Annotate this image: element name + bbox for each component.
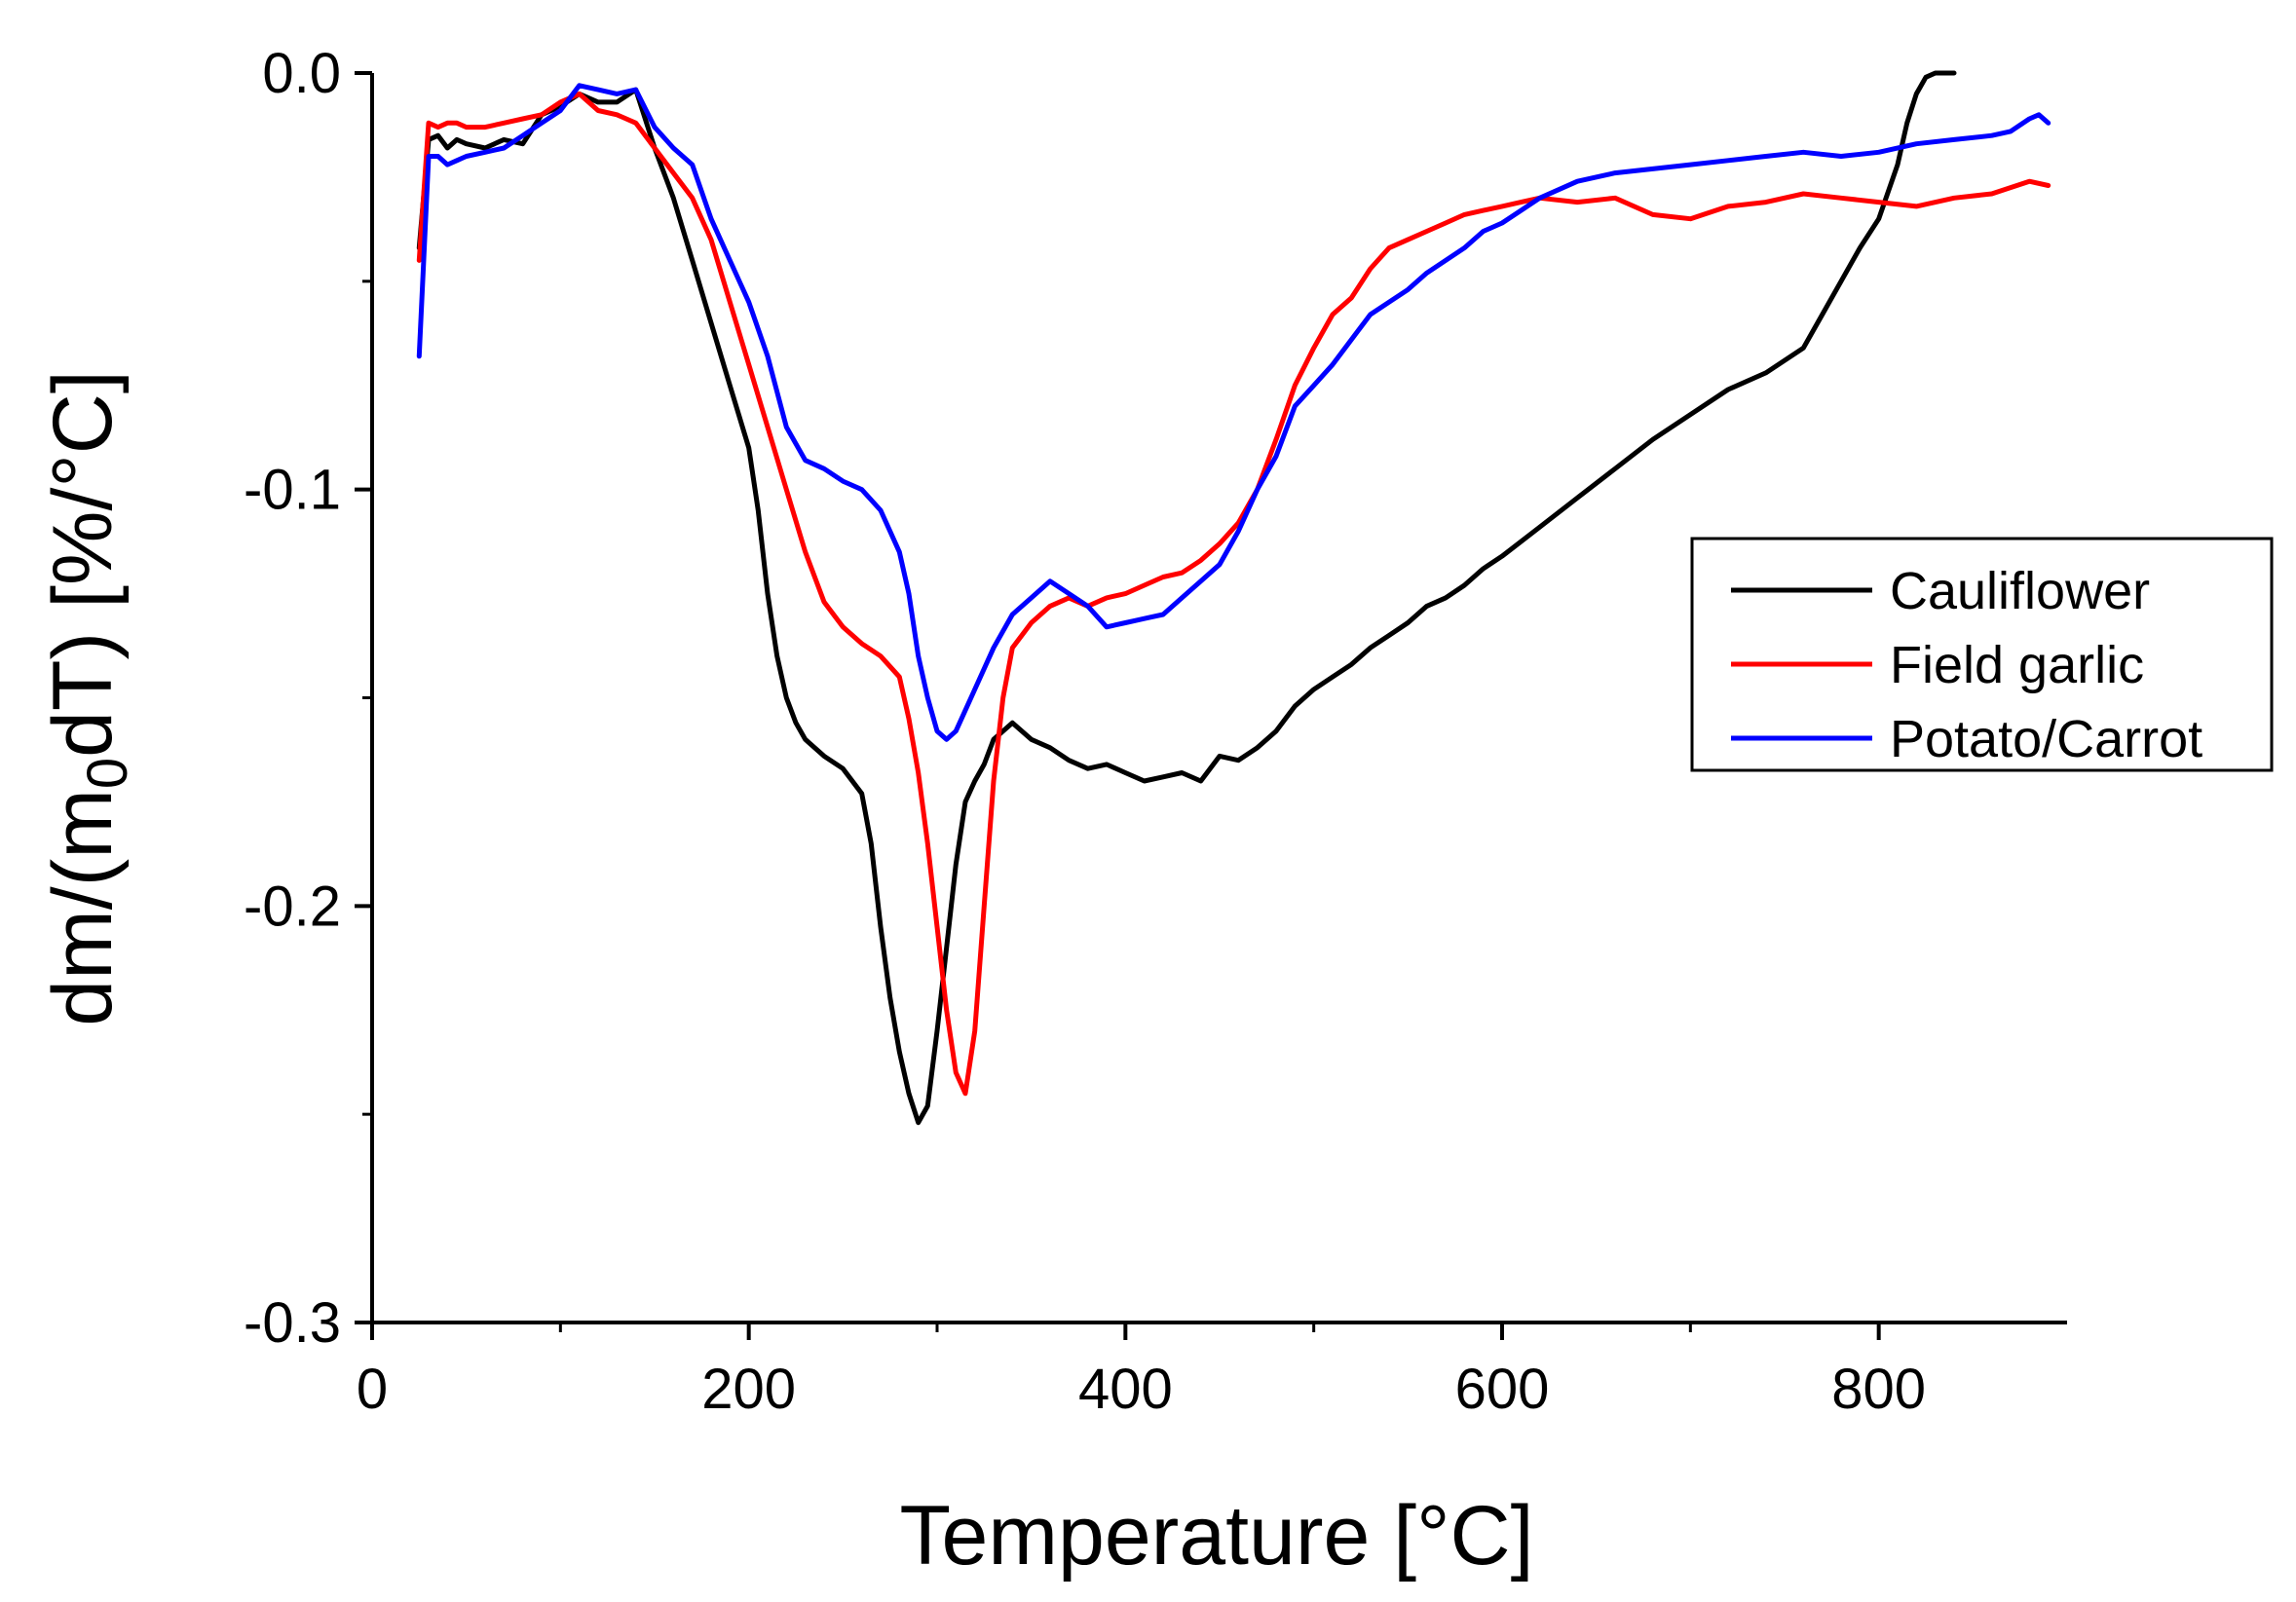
y-tick-label: -0.3 [244, 1291, 341, 1355]
x-tick-label: 200 [701, 1358, 796, 1421]
legend-frame [1690, 537, 2274, 772]
series-layer [416, 70, 2051, 1126]
legend-label-field-garlic: Field garlic [1890, 636, 2144, 694]
legend-label-potato-carrot: Potato/Carrot [1890, 710, 2202, 768]
legend-items: Cauliflower Field garlic Potato/Carrot [1731, 562, 2202, 768]
x-ticks: 0 200 400 600 800 [357, 1323, 1926, 1421]
x-tick-label: 400 [1078, 1358, 1173, 1421]
y-axis-title: dm/(m0dT) [%/°C] [36, 370, 139, 1025]
y-axis-title-subscript: 0 [76, 758, 139, 789]
y-tick-label: -0.1 [244, 459, 341, 522]
legend: Cauliflower Field garlic Potato/Carrot [1690, 537, 2274, 772]
y-axis-title-suffix: dT) [%/°C] [36, 370, 130, 758]
series-line-field-garlic [416, 91, 2051, 1097]
x-tick-label: 0 [357, 1358, 388, 1421]
y-ticks: 0.0 -0.1 -0.2 -0.3 [244, 42, 372, 1355]
legend-label-cauliflower: Cauliflower [1890, 562, 2150, 620]
x-tick-label: 600 [1455, 1358, 1550, 1421]
y-tick-label: 0.0 [262, 42, 341, 105]
y-axis-title-prefix: dm/(m [36, 789, 130, 1026]
series-line-potato-carrot [416, 83, 2051, 742]
y-tick-label: -0.2 [244, 875, 341, 938]
x-axis-title: Temperature [°C] [900, 1489, 1534, 1583]
x-tick-label: 800 [1831, 1358, 1926, 1421]
plot-area: 0 200 400 600 800 0.0 -0.1 -0.2 -0.3 [244, 42, 2067, 1421]
series-line-cauliflower [416, 70, 1957, 1126]
